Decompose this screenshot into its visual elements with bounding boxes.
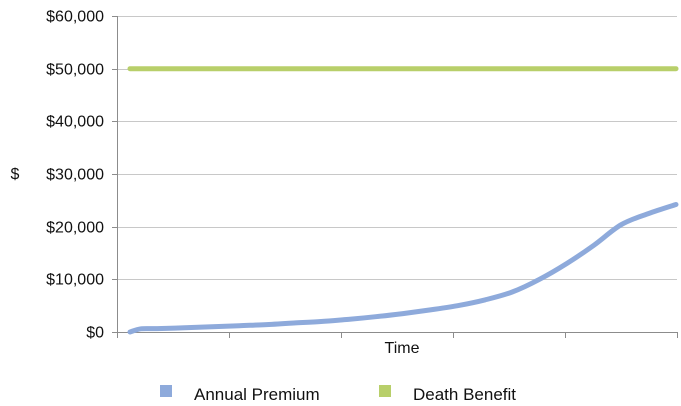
- legend-swatch-annual-premium: [160, 385, 172, 397]
- series-line-annual-premium: [130, 205, 676, 333]
- y-tick-label-6: $60,000: [46, 9, 104, 26]
- x-axis-label: Time: [385, 340, 420, 357]
- legend-item-annual-premium: Annual Premium: [160, 385, 320, 404]
- y-tick-label-5: $50,000: [46, 62, 104, 79]
- y-tick-label-0: $0: [86, 325, 104, 342]
- legend-label-annual-premium: Annual Premium: [194, 385, 320, 404]
- legend-item-death-benefit: Death Benefit: [379, 385, 516, 404]
- tick-labels: $0 $10,000 $20,000 $30,000 $40,000 $50,000 $60…: [46, 9, 104, 342]
- y-tick-label-1: $10,000: [46, 272, 104, 289]
- grid-lines: [117, 17, 677, 280]
- y-axis-label: $: [11, 166, 20, 183]
- legend-label-death-benefit: Death Benefit: [413, 385, 516, 404]
- y-tick-label-2: $20,000: [46, 220, 104, 237]
- axes: [112, 16, 678, 338]
- y-tick-label-4: $40,000: [46, 114, 104, 131]
- legend: Annual Premium Death Benefit: [160, 385, 516, 404]
- legend-swatch-death-benefit: [379, 385, 391, 397]
- y-tick-label-3: $30,000: [46, 167, 104, 184]
- series-lines: [130, 69, 676, 332]
